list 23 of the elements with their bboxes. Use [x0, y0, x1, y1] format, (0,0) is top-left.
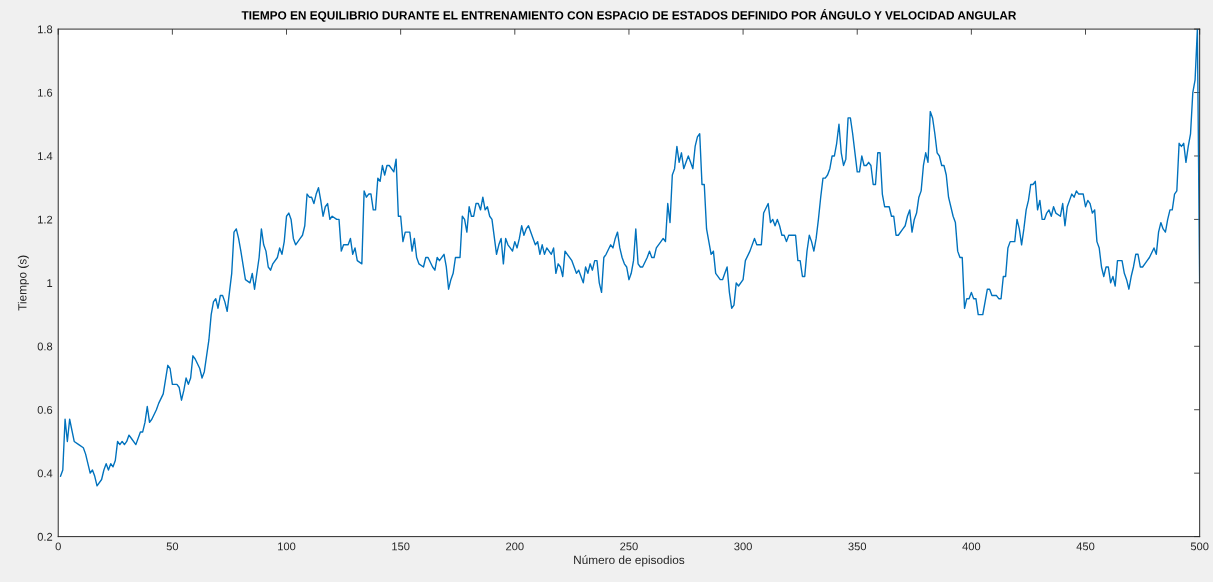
x-tick-label: 300 — [734, 542, 752, 551]
x-tick-label: 0 — [55, 542, 61, 551]
x-tick-label: 50 — [166, 542, 179, 551]
x-tick-label: 400 — [962, 542, 981, 551]
y-tick-label: 0.8 — [37, 342, 53, 351]
x-tick-label: 150 — [392, 542, 410, 551]
x-tick-label: 500 — [1190, 542, 1209, 551]
y-tick-label: 1.8 — [38, 25, 53, 34]
y-tick-label: 1.2 — [38, 215, 53, 224]
x-tick-label: 350 — [848, 542, 867, 551]
x-tick-label: 250 — [620, 542, 638, 551]
y-axis-title: Tiempo (s) — [17, 255, 29, 311]
y-tick-label: 0.4 — [37, 469, 53, 478]
y-tick-label: 1.4 — [38, 152, 53, 160]
x-tick-label: 100 — [278, 542, 296, 551]
x-axis-title: Número de episodios — [574, 555, 685, 567]
chart-title: TIEMPO EN EQUILIBRIO DURANTE EL ENTRENAMIENTO CON ESPACIO DE ESTADOS DEFINIDO POR ÁNGULO Y VELOCIDAD ANGULAR — [241, 8, 1017, 22]
x-tick-label: 200 — [506, 542, 524, 551]
y-tick-label: 0.2 — [37, 532, 53, 541]
y-tick-label: 1.6 — [38, 88, 53, 97]
y-tick-label: 1 — [47, 279, 53, 287]
x-tick-label: 450 — [1076, 542, 1095, 551]
y-tick-label: 0.6 — [37, 406, 53, 414]
